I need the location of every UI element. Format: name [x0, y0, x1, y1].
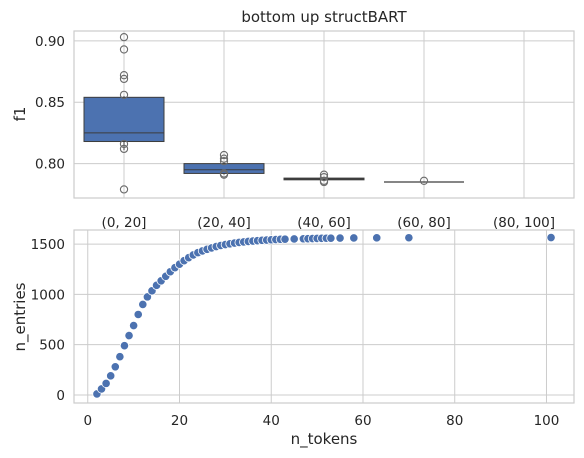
scatter-point [404, 233, 414, 243]
boxplot-boxes [83, 32, 464, 194]
outlier-point [119, 74, 129, 84]
scatter-point [335, 233, 345, 243]
boxplot-y-axis-label: f1 [11, 107, 29, 122]
scatter-gridlines [74, 230, 574, 403]
outlier-point [219, 154, 229, 163]
scatter-x-ticks: 0 20 40 60 80 100 [83, 413, 559, 429]
scatter-point [124, 331, 134, 341]
x-tick-label: 0 [83, 413, 92, 429]
scatter-point [546, 232, 556, 243]
outlier-point [119, 185, 129, 194]
x-tick-label: 60 [354, 413, 371, 429]
outlier-point [219, 170, 229, 179]
scatter-point [129, 320, 139, 331]
outlier-point [119, 144, 129, 154]
x-tick-label: (0, 20] [102, 215, 147, 231]
y-tick-label: 0.85 [35, 95, 65, 111]
outlier-point [119, 32, 129, 42]
boxplot-panel: bottom up structBART 0.80 0.85 0.90 (0, 20… [11, 8, 575, 231]
y-tick-label: 1000 [31, 287, 65, 303]
outlier-point [219, 157, 229, 166]
x-tick-label: 20 [171, 413, 188, 429]
scatter-point [119, 341, 130, 351]
x-tick-label: 80 [446, 413, 463, 429]
x-tick-label: (40, 60] [297, 215, 350, 231]
scatter-point [115, 352, 125, 362]
outlier-point [319, 172, 329, 182]
scatter-frame [73, 229, 575, 404]
outlier-point [119, 45, 129, 54]
scatter-point [280, 234, 290, 244]
box-4 [384, 176, 464, 185]
outlier-point [419, 176, 429, 185]
y-tick-label: 0.80 [35, 157, 65, 173]
outlier-point [119, 90, 129, 100]
scatter-point [326, 233, 336, 243]
box-body [83, 96, 165, 143]
box-2 [183, 150, 265, 179]
scatter-x-axis-label: n_tokens [291, 430, 358, 449]
box-3 [283, 170, 365, 187]
outlier-point [219, 150, 229, 160]
scatter-point [133, 309, 143, 320]
y-tick-label: 1500 [31, 237, 65, 253]
x-tick-label: (20, 40] [197, 215, 250, 231]
outlier-point [319, 177, 329, 187]
x-tick-label: (80, 100] [493, 215, 555, 231]
scatter-points [92, 232, 556, 399]
box-1 [83, 32, 165, 194]
x-tick-label: 40 [263, 413, 280, 429]
scatter-y-ticks: 0 500 1000 1500 [31, 237, 65, 404]
scatter-point [289, 234, 299, 244]
x-tick-label: 100 [534, 413, 560, 429]
scatter-panel: 0 500 1000 1500 0 20 40 60 80 100 n_tokens n_ent… [11, 229, 575, 449]
outlier-point [119, 71, 129, 80]
scatter-y-axis-label: n_entries [11, 282, 30, 351]
boxplot-y-ticks: 0.80 0.85 0.90 [35, 34, 65, 173]
scatter-point [110, 362, 120, 372]
y-tick-label: 0.90 [35, 34, 65, 50]
scatter-point [106, 371, 116, 381]
outlier-point [119, 139, 129, 149]
scatter-point [138, 299, 148, 310]
scatter-point [101, 378, 111, 388]
boxplot-frame [73, 30, 575, 199]
scatter-point [372, 233, 382, 243]
y-tick-label: 500 [39, 338, 65, 354]
scatter-point [142, 292, 152, 302]
x-tick-label: (60, 80] [397, 215, 450, 231]
scatter-point [349, 233, 359, 243]
y-tick-label: 0 [56, 388, 65, 404]
boxplot-x-ticks: (0, 20] (20, 40] (40, 60] (60, 80] (80, 100] [102, 215, 555, 231]
box-body [183, 163, 265, 174]
chart-title: bottom up structBART [241, 8, 407, 26]
